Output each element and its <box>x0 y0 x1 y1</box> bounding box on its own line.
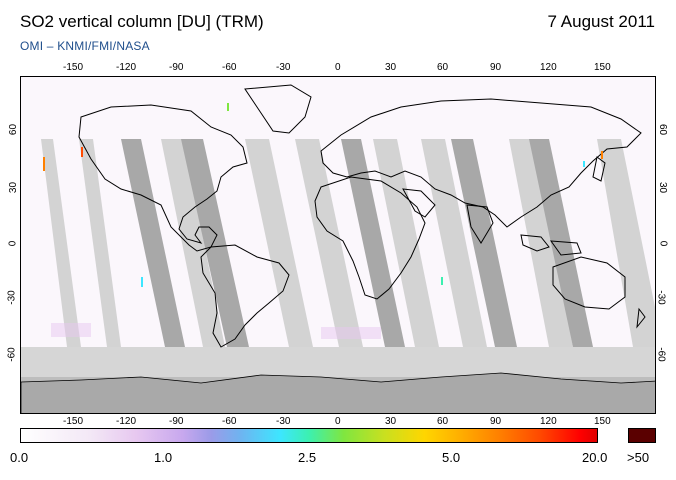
antarctica-outline <box>21 372 655 413</box>
colorbar-overflow-label: >50 <box>627 450 650 465</box>
lon-tick-bottom: 60 <box>437 416 449 427</box>
lon-tick-bottom: -90 <box>169 416 184 427</box>
lon-tick-top: 150 <box>594 62 611 73</box>
colorbar-label: 2.5 <box>298 450 317 465</box>
lon-tick-bottom: -30 <box>276 416 291 427</box>
colorbar-label: 0.0 <box>10 450 29 465</box>
lon-tick-bottom: 0 <box>335 416 341 427</box>
lat-tick-right: 0 <box>657 240 669 247</box>
southern-polar-band <box>21 347 655 377</box>
so2-world-map <box>20 76 656 414</box>
lat-tick-right: -30 <box>655 290 667 305</box>
colorbar-gradient <box>20 428 598 443</box>
so2-speckles <box>43 103 603 339</box>
lat-tick-right: 30 <box>657 181 669 194</box>
coastlines <box>78 84 646 348</box>
data-source: OMI – KNMI/FMI/NASA <box>20 39 150 53</box>
lat-tick-left: -60 <box>6 347 18 362</box>
lat-tick-left: 0 <box>7 240 19 247</box>
lon-tick-bottom: 150 <box>594 416 611 427</box>
lat-tick-right: -60 <box>655 347 667 362</box>
lon-tick-top: -30 <box>276 62 291 73</box>
lon-tick-bottom: -60 <box>222 416 237 427</box>
colorbar-label: 1.0 <box>154 450 173 465</box>
lon-tick-top: 0 <box>335 62 341 73</box>
lat-tick-right: 60 <box>657 123 669 136</box>
colorbar-label: 20.0 <box>582 450 608 465</box>
lon-tick-top: 90 <box>490 62 502 73</box>
lon-tick-top: -150 <box>63 62 84 73</box>
lon-tick-bottom: 30 <box>385 416 397 427</box>
lon-tick-top: 30 <box>385 62 397 73</box>
lon-tick-bottom: 90 <box>490 416 502 427</box>
lon-tick-bottom: -120 <box>116 416 137 427</box>
colorbar-label: 5.0 <box>442 450 461 465</box>
lon-tick-top: 120 <box>540 62 557 73</box>
colorbar-overflow-swatch <box>628 428 656 443</box>
lat-tick-left: 30 <box>8 181 20 194</box>
lat-tick-left: -30 <box>6 290 18 305</box>
lon-tick-bottom: 120 <box>540 416 557 427</box>
lon-tick-bottom: -150 <box>63 416 84 427</box>
lon-tick-top: -90 <box>169 62 184 73</box>
orbit-overlaps <box>121 139 593 347</box>
map-date: 7 August 2011 <box>547 12 655 31</box>
lat-tick-left: 60 <box>8 123 20 136</box>
orbit-gaps <box>41 139 655 347</box>
map-canvas <box>21 77 655 413</box>
lon-tick-top: 60 <box>437 62 449 73</box>
map-title: SO2 vertical column [DU] (TRM) <box>20 12 264 31</box>
lon-tick-top: -120 <box>116 62 137 73</box>
lon-tick-top: -60 <box>222 62 237 73</box>
